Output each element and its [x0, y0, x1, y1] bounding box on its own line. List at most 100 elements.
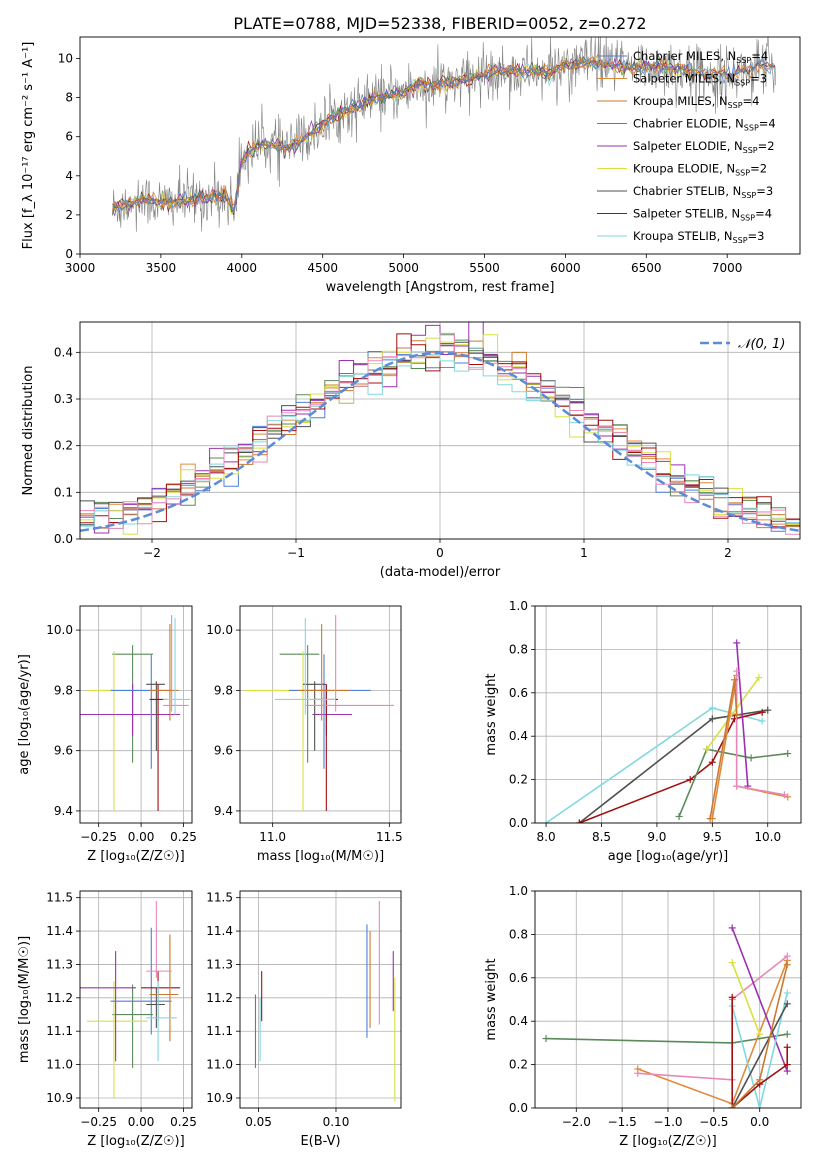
y-tick-label: 0	[65, 247, 73, 261]
legend-entry: Chabrier MILES, NSSP=4	[633, 49, 768, 65]
x-tick-label: 4500	[307, 261, 338, 275]
legend-subscript: SSP	[741, 191, 756, 200]
x-tick-label: 11.5	[376, 830, 403, 844]
y-axis-label: mass weight	[484, 958, 499, 1040]
y-tick-label: 10.9	[46, 1091, 73, 1105]
series-line-kroupa_stelib	[731, 992, 788, 1108]
x-tick-label: 1	[580, 546, 588, 560]
axes-frame	[239, 605, 402, 824]
series-line-kroupa_elodie	[731, 962, 761, 1035]
x-axis-label: age [log₁₀(age/yr)]	[608, 849, 729, 864]
plot-area	[240, 606, 401, 823]
x-tick-label: −1.0	[653, 1115, 682, 1129]
x-axis-label: Z [log₁₀(Z/Z☉)]	[87, 1134, 184, 1149]
y-tick-label: 4	[65, 169, 73, 183]
x-tick-label: −0.25	[80, 830, 117, 844]
x-axis-label: E(B-V)	[300, 1134, 340, 1149]
panel-spectrum: 3000 3500 4000 4500 5000 5500 6000 6500 7000 0 2 4 6…	[21, 36, 801, 295]
y-tick-label: 9.4	[54, 804, 73, 818]
series-line-salpeter_elodie	[731, 927, 788, 1072]
x-tick-label: −2	[143, 546, 161, 560]
x-tick-label: 6000	[550, 261, 581, 275]
legend-entry: Chabrier STELIB, NSSP=3	[633, 184, 773, 200]
y-tick-label: 11.0	[46, 1058, 73, 1072]
model-line-chabrier_miles	[112, 54, 776, 214]
y-tick-label: 11.2	[206, 991, 233, 1005]
axes-frame	[239, 890, 402, 1109]
x-tick-label: −2.0	[562, 1115, 591, 1129]
y-tick-label: 2	[65, 208, 73, 222]
legend-tail: =2	[750, 162, 767, 176]
y-axis-label: Flux [f_λ 10⁻¹⁷ erg cm⁻² s⁻¹ A⁻¹]	[21, 42, 36, 250]
y-tick-label: 6	[65, 130, 73, 144]
panel-weight-vs-age: 8.0 8.5 9.0 9.5 10.0 0.0 0.2 0.4 0.6 0.8 1.0 age [l…	[484, 599, 802, 864]
x-tick-label: 0	[436, 546, 444, 560]
legend-entry: Salpeter STELIB, NSSP=4	[633, 207, 772, 223]
legend-entry: Kroupa STELIB, NSSP=3	[633, 229, 764, 245]
x-tick-label: 9.0	[647, 830, 666, 844]
series-line-salpeter_stelib	[579, 711, 763, 823]
y-tick-label: 9.4	[214, 804, 233, 818]
y-tick-label: 0.0	[509, 1101, 528, 1115]
x-tick-label: −0.25	[80, 1115, 117, 1129]
x-tick-label: 0.25	[170, 1115, 197, 1129]
series-line-chabrier_elodie	[678, 748, 788, 817]
y-tick-label: 0.2	[54, 439, 73, 453]
y-axis-label: age [log₁₀(age/yr)]	[17, 654, 32, 775]
axes-frame	[79, 605, 193, 824]
y-tick-label: 0.4	[509, 1014, 528, 1028]
x-tick-label: 0.10	[323, 1115, 350, 1129]
series-line-chabrier_stelib	[731, 1003, 788, 1108]
legend-tail: =4	[759, 117, 776, 131]
y-tick-label: 1.0	[509, 884, 528, 898]
x-axis-label: Z [log₁₀(Z/Z☉)]	[619, 1134, 716, 1149]
plot-area	[112, 37, 776, 232]
y-tick-label: 9.8	[214, 683, 233, 697]
axes-frame	[79, 890, 193, 1109]
y-tick-label: 0.8	[509, 927, 528, 941]
x-tick-label: 3000	[65, 261, 96, 275]
series-line-kroupa_stelib	[545, 707, 763, 823]
y-tick-label: 0.2	[509, 773, 528, 787]
series-line-salpeter_miles	[637, 960, 788, 1105]
legend-subscript: SSP	[735, 169, 750, 178]
legend-tail: =4	[751, 49, 768, 63]
y-tick-label: 0.6	[509, 686, 528, 700]
legend-tail: =3	[750, 72, 767, 86]
model-line-salpeter_miles	[112, 53, 775, 211]
legend-subscript: SSP	[743, 146, 758, 155]
y-tick-label: 11.5	[206, 891, 233, 905]
y-tick-label: 0.4	[54, 345, 73, 359]
x-tick-label: 5000	[388, 261, 419, 275]
panel-mass-vs-ebv: 0.05 0.10 10.9 11.0 11.1 11.2 11.3 11.4 11.5 E(B-…	[206, 890, 402, 1149]
x-tick-label: 0.00	[128, 830, 155, 844]
y-axis-label: mass weight	[484, 673, 499, 755]
legend-tail: =3	[756, 184, 773, 198]
x-axis-label: Z [log₁₀(Z/Z☉)]	[87, 849, 184, 864]
x-tick-label: 2	[724, 546, 732, 560]
axes-frame	[79, 36, 801, 255]
y-tick-label: 0.1	[54, 485, 73, 499]
legend: Chabrier MILES, NSSP=4 Salpeter MILES, NS…	[597, 49, 776, 245]
x-tick-label: 8.5	[592, 830, 611, 844]
legend-entry: Kroupa ELODIE, NSSP=2	[633, 162, 767, 178]
x-tick-label: 6500	[631, 261, 662, 275]
y-tick-label: 0.4	[509, 729, 528, 743]
series-line-chabrier_elodie	[545, 1033, 788, 1044]
y-tick-label: 11.4	[206, 924, 233, 938]
series-line-chabrier_stelib	[578, 709, 768, 823]
legend-tail: =4	[755, 207, 772, 221]
legend-entry: Salpeter ELODIE, NSSP=2	[633, 139, 775, 155]
y-tick-label: 1.0	[509, 599, 528, 613]
x-tick-label: 7000	[712, 261, 743, 275]
x-tick-label: 0.0	[750, 1115, 769, 1129]
y-tick-label: 0.0	[509, 816, 528, 830]
x-tick-label: 0.05	[245, 1115, 272, 1129]
y-tick-label: 0.6	[509, 971, 528, 985]
series-line-kroupa_elodie	[706, 677, 760, 750]
legend-subscript: SSP	[736, 56, 751, 65]
series-line-salpeter_elodie	[735, 642, 749, 787]
y-tick-label: 10.9	[206, 1091, 233, 1105]
x-tick-label: 8.0	[537, 830, 556, 844]
